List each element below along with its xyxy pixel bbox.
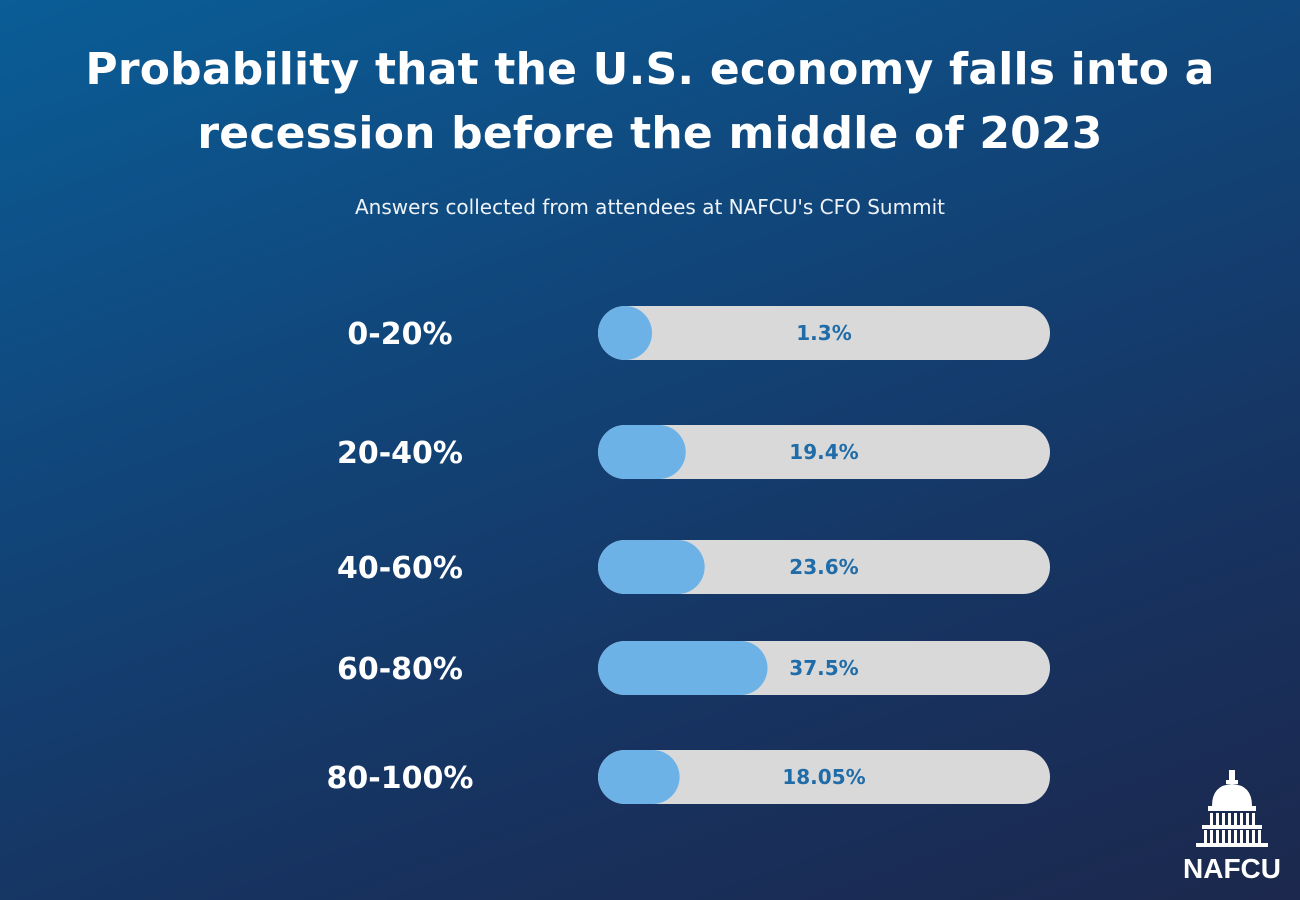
bar-track [598, 306, 1050, 360]
bar-track [598, 750, 1050, 804]
bar [598, 641, 768, 695]
value-label: 23.6% [789, 555, 858, 579]
value-label: 19.4% [789, 440, 858, 464]
bar-track [598, 540, 1050, 594]
category-label: 40-60% [337, 551, 463, 586]
bar-track [598, 425, 1050, 479]
chart-subtitle: Answers collected from attendees at NAFC… [355, 195, 945, 219]
value-label: 1.3% [796, 321, 851, 345]
value-label: 18.05% [782, 765, 865, 789]
chart-title: Probability that the U.S. economy falls … [85, 44, 1215, 159]
bar [598, 306, 652, 360]
value-label: 37.5% [789, 656, 858, 680]
logo-wordmark: NAFCU [1183, 853, 1281, 884]
bar [598, 750, 680, 804]
bar [598, 425, 686, 479]
category-label: 80-100% [327, 761, 474, 796]
capitol-dome-icon [1196, 770, 1268, 847]
category-label: 60-80% [337, 652, 463, 687]
category-label: 20-40% [337, 436, 463, 471]
bar [598, 540, 705, 594]
nafcu-logo: NAFCU [1183, 770, 1281, 884]
category-label: 0-20% [347, 317, 452, 352]
